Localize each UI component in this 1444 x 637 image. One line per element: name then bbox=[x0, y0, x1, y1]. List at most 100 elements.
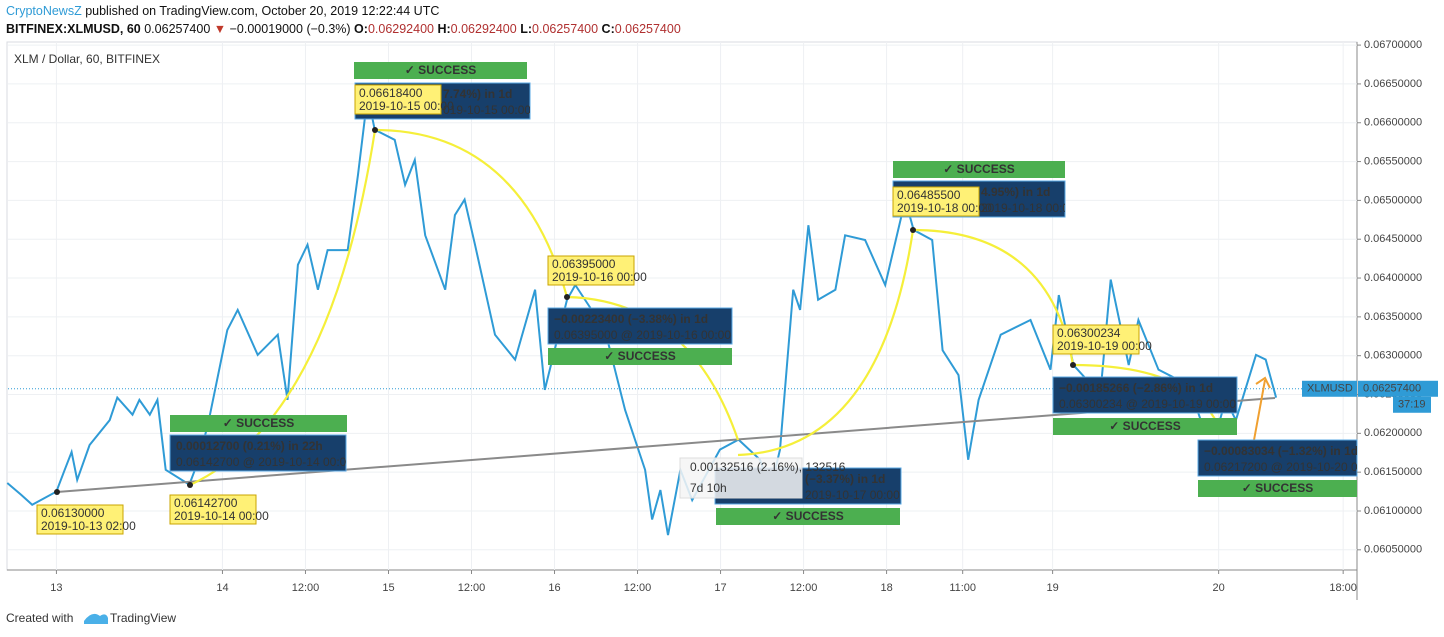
price-value: 0.06142700 bbox=[174, 496, 238, 510]
anchor-point bbox=[1070, 362, 1076, 368]
x-tick-label: 12:00 bbox=[790, 582, 818, 594]
measure-detail: 0.06300234 @ 2019-10-19 00:00 bbox=[1059, 397, 1236, 411]
logo bbox=[84, 613, 108, 624]
last-price-box bbox=[1358, 380, 1438, 397]
h-label: H: bbox=[437, 22, 450, 36]
price-date: 2019-10-18 00:00 bbox=[897, 201, 992, 215]
ohlc-line: BITFINEX:XLMUSD, 60 0.06257400 ▼ −0.0001… bbox=[6, 22, 681, 36]
anchor-point bbox=[187, 482, 193, 488]
footer-created: Created with bbox=[6, 611, 73, 625]
o: 0.06292400 bbox=[368, 22, 434, 36]
measure-detail: 0.06142700 @ 2019-10-14 00:00 bbox=[176, 455, 353, 469]
success-box bbox=[354, 62, 527, 79]
measure-change: 7.74%) in 1d bbox=[443, 87, 512, 101]
annotations: ✓ SUCCESS ✓ SUCCESS ✓ SUCCESS ✓ SUCCESS ✓ SU… bbox=[36, 62, 1375, 535]
measure-box bbox=[169, 434, 347, 472]
series-name-box bbox=[1302, 380, 1357, 397]
success-label: ✓ SUCCESS bbox=[1109, 419, 1180, 433]
measure-change: −0.00223400 (−3.38%) in 1d bbox=[554, 312, 708, 326]
trend-line bbox=[56, 397, 1276, 493]
y-tick-label: 0.06450000 bbox=[1364, 233, 1422, 245]
countdown-box bbox=[1393, 396, 1431, 413]
c-label: C: bbox=[602, 22, 615, 36]
measure-change: 0.00012700 (0.21%) in 22h bbox=[176, 439, 323, 453]
price-value: 0.06395000 bbox=[552, 257, 616, 271]
success-label: ✓ SUCCESS bbox=[943, 162, 1014, 176]
header-line: CryptoNewsZ published on TradingView.com… bbox=[6, 4, 439, 18]
success-box bbox=[548, 348, 732, 365]
success-label: ✓ SUCCESS bbox=[405, 63, 476, 77]
x-tick-label: 17 bbox=[714, 582, 726, 594]
success-label: ✓ SUCCESS bbox=[604, 349, 675, 363]
price-box bbox=[892, 186, 980, 217]
price-box bbox=[36, 504, 124, 535]
y-tick-label: 0.06300000 bbox=[1364, 350, 1422, 362]
arrow: ▼ bbox=[214, 22, 226, 36]
l-label: L: bbox=[520, 22, 532, 36]
measure-detail: 2019-10-17 00:00 bbox=[805, 488, 900, 502]
x-tick-label: 20 bbox=[1213, 582, 1225, 594]
measure-detail: 0.06395000 @ 2019-10-16 00:00 bbox=[554, 328, 731, 342]
price-value: 0.06485500 bbox=[897, 188, 961, 202]
price-date: 2019-10-13 02:00 bbox=[41, 519, 136, 533]
measure-detail: 0.06217200 @ 2019-10-20 00:0 bbox=[1204, 460, 1375, 474]
success-box bbox=[716, 508, 900, 525]
measure-detail: 2019-10-18 00:00 bbox=[981, 201, 1076, 215]
price-box bbox=[354, 84, 442, 115]
price-value: 0.06130000 bbox=[41, 506, 105, 520]
x-tick-label: 15 bbox=[382, 582, 394, 594]
arc bbox=[737, 229, 915, 457]
success-box bbox=[893, 161, 1065, 178]
x-tick-label: 12:00 bbox=[292, 582, 320, 594]
measure-box bbox=[1197, 439, 1358, 477]
measure-detail: 019-10-15 00:00 bbox=[443, 103, 531, 117]
y-tick-label: 0.06200000 bbox=[1364, 427, 1422, 439]
axes: 0.06050000 0.06100000 0.06150000 0.06200000… bbox=[50, 39, 1438, 594]
measure-change: −0.00083034 (−1.32%) in 1d bbox=[1204, 444, 1358, 458]
y-tick-label: 0.06500000 bbox=[1364, 194, 1422, 206]
y-tick-label: 0.06050000 bbox=[1364, 544, 1422, 556]
price-value: 0.06618400 bbox=[359, 86, 423, 100]
last-price-label: 0.06257400 bbox=[1363, 383, 1421, 395]
success-label: ✓ SUCCESS bbox=[1242, 481, 1313, 495]
y-tick-label: 0.06650000 bbox=[1364, 78, 1422, 90]
y-tick-label: 0.06100000 bbox=[1364, 505, 1422, 517]
price-value: 0.06300234 bbox=[1057, 326, 1121, 340]
measure-box bbox=[1052, 376, 1238, 414]
success-label: ✓ SUCCESS bbox=[223, 416, 294, 430]
y-tick-label: 0.06600000 bbox=[1364, 117, 1422, 129]
success-box bbox=[1053, 418, 1237, 435]
price-date: 2019-10-14 00:00 bbox=[174, 509, 269, 523]
chart-title: XLM / Dollar, 60, BITFINEX bbox=[14, 52, 160, 66]
l: 0.06257400 bbox=[532, 22, 598, 36]
x-tick-label: 16 bbox=[548, 582, 560, 594]
stats-line2: 7d 10h bbox=[690, 481, 727, 495]
last: 0.06257400 bbox=[144, 22, 210, 36]
x-tick-label: 12:00 bbox=[458, 582, 486, 594]
o-label: O: bbox=[354, 22, 368, 36]
x-tick-label: 18:00 bbox=[1329, 582, 1357, 594]
x-tick-label: 14 bbox=[216, 582, 228, 594]
y-tick-label: 0.06400000 bbox=[1364, 272, 1422, 284]
price-date: 2019-10-19 00:00 bbox=[1057, 339, 1152, 353]
y-tick-label: 0.06550000 bbox=[1364, 155, 1422, 167]
published: published on TradingView.com, October 20… bbox=[85, 4, 439, 18]
price-box bbox=[169, 494, 257, 525]
measure-change: −0.00185266 (−2.86%) in 1d bbox=[1059, 381, 1213, 395]
price-box bbox=[547, 255, 635, 286]
y-tick-label: 0.06350000 bbox=[1364, 311, 1422, 323]
publisher[interactable]: CryptoNewsZ bbox=[6, 4, 82, 18]
anchor-point bbox=[372, 127, 378, 133]
price-date: 2019-10-16 00:00 bbox=[552, 270, 647, 284]
measure-box bbox=[547, 307, 733, 345]
y-tick-label: 0.06700000 bbox=[1364, 39, 1422, 51]
series-name: XLMUSD bbox=[1307, 383, 1353, 395]
anchor-point bbox=[54, 489, 60, 495]
h: 0.06292400 bbox=[451, 22, 517, 36]
x-tick-label: 18 bbox=[880, 582, 892, 594]
footer-brand[interactable]: TradingView bbox=[110, 611, 176, 625]
measure-change: 4.95%) in 1d bbox=[981, 185, 1050, 199]
x-tick-label: 13 bbox=[50, 582, 62, 594]
x-tick-label: 12:00 bbox=[624, 582, 652, 594]
stats-line1: 0.00132516 (2.16%), 132516 bbox=[690, 460, 846, 474]
